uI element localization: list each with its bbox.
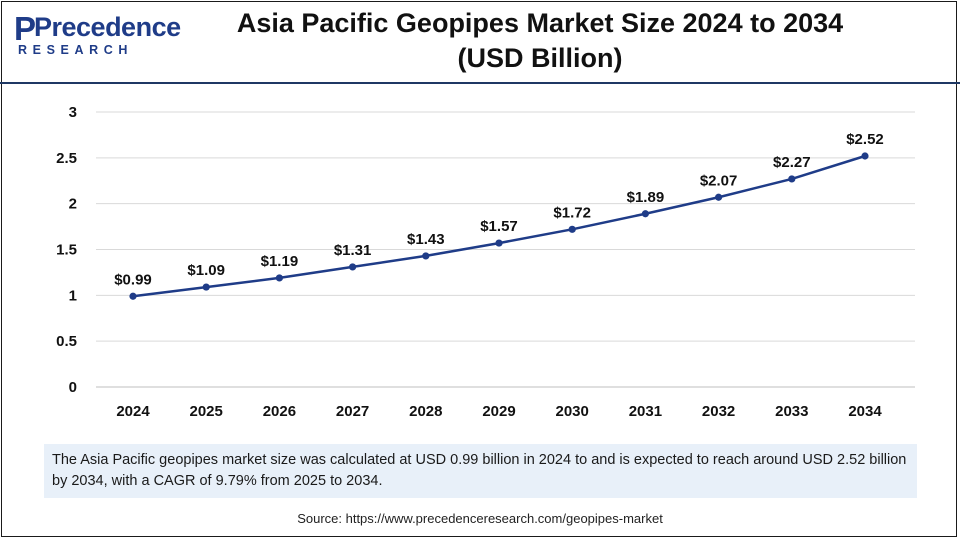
y-tick-label: 1.5 (56, 242, 77, 259)
data-label: $0.99 (114, 271, 152, 288)
x-axis-ticks: 2024 2025 2026 2027 2028 2029 2030 2031 2032 2033… (116, 403, 882, 420)
x-tick-label: 2028 (409, 403, 442, 420)
x-tick-label: 2031 (629, 403, 662, 420)
data-point (495, 239, 503, 247)
line-chart: 00.511.522.53 2024 2025 2026 2027 2028 2029 20… (56, 104, 915, 420)
x-tick-label: 2030 (556, 403, 589, 420)
y-tick-label: 0 (69, 379, 77, 396)
y-tick-label: 2 (69, 196, 77, 213)
data-point (275, 274, 283, 282)
x-tick-label: 2027 (336, 403, 369, 420)
data-point (715, 193, 723, 201)
header: P Precedence RESEARCH Asia Pacific Geopi… (0, 0, 960, 82)
data-label: $2.27 (773, 154, 811, 171)
description-box: The Asia Pacific geopipes market size wa… (44, 444, 917, 498)
data-label: $2.52 (846, 131, 884, 148)
header-rule (0, 82, 960, 84)
y-tick-label: 2.5 (56, 150, 77, 167)
data-label: $1.43 (407, 231, 445, 248)
precedence-research-logo: P Precedence RESEARCH (14, 10, 181, 62)
data-label: $1.31 (334, 242, 372, 259)
logo-sub: RESEARCH (18, 43, 133, 57)
data-label: $1.89 (627, 189, 665, 206)
chart-title: Asia Pacific Geopipes Market Size 2024 t… (200, 6, 880, 76)
x-tick-label: 2025 (190, 403, 223, 420)
x-tick-label: 2034 (848, 403, 882, 420)
x-tick-label: 2024 (116, 403, 150, 420)
data-points (129, 152, 869, 300)
data-labels: $0.99 $1.09 $1.19 $1.31 $1.43 $1.57 $1.72 $1.89… (114, 131, 884, 288)
data-label: $2.07 (700, 172, 738, 189)
data-point (349, 263, 357, 271)
logo-brand: Precedence (34, 12, 181, 42)
x-tick-label: 2029 (482, 403, 515, 420)
x-tick-label: 2026 (263, 403, 296, 420)
data-label: $1.09 (187, 262, 225, 279)
data-point (422, 252, 430, 260)
data-point (861, 152, 869, 160)
gridlines (96, 111, 915, 388)
y-tick-label: 3 (69, 104, 77, 121)
y-tick-label: 0.5 (56, 333, 77, 350)
source-text: Source: https://www.precedenceresearch.c… (297, 511, 663, 526)
y-tick-label: 1 (69, 287, 77, 304)
data-point (641, 210, 650, 218)
chart-title-line1: Asia Pacific Geopipes Market Size 2024 t… (236, 8, 844, 38)
logo-p-icon: P (14, 10, 37, 47)
data-label: $1.19 (261, 253, 299, 270)
data-point (202, 283, 210, 291)
data-label: $1.72 (553, 204, 591, 221)
x-tick-label: 2032 (702, 403, 735, 420)
chart-title-line2: (USD Billion) (457, 43, 623, 73)
x-tick-label: 2033 (775, 403, 808, 420)
data-point (129, 292, 137, 300)
data-label: $1.57 (480, 218, 518, 235)
y-axis-ticks: 0 0.5 1 1.5 2 2.5 3 (56, 104, 77, 396)
data-point (788, 175, 796, 183)
data-point (568, 225, 576, 233)
